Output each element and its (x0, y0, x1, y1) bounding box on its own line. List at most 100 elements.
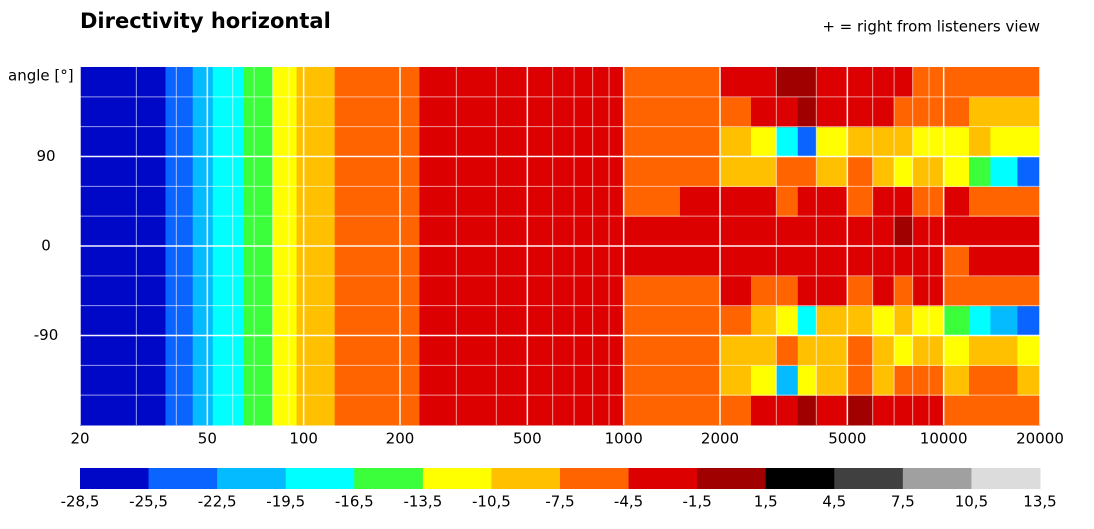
heatmap-cell (419, 305, 554, 336)
heatmap-cell (680, 246, 721, 277)
heatmap-cell (1017, 335, 1041, 366)
heatmap-cell (1017, 156, 1041, 187)
colorbar-label: 13,5 (1023, 493, 1056, 511)
heatmap-cell (419, 275, 554, 307)
heatmap-cell (797, 305, 817, 336)
heatmap-cell (912, 216, 945, 247)
heatmap-cell (623, 96, 681, 128)
colorbar-swatch (217, 468, 287, 489)
heatmap-cell (212, 126, 245, 157)
heatmap-cell (272, 156, 298, 187)
heatmap-cell (623, 246, 681, 277)
y-tick-label: -90 (34, 326, 59, 344)
heatmap-cell (969, 275, 991, 307)
heatmap-cell (912, 305, 945, 336)
heatmap-cell (751, 67, 777, 98)
heatmap-cell (243, 126, 274, 157)
heatmap-cell (80, 246, 166, 277)
colorbar-label: 1,5 (754, 493, 778, 511)
heatmap-cell (243, 305, 274, 336)
heatmap-cell (680, 305, 721, 336)
heatmap-cell (912, 156, 945, 187)
colorbar-label: -10,5 (472, 493, 511, 511)
heatmap-cell (894, 156, 914, 187)
heatmap-cell (623, 216, 681, 247)
heatmap-cell (1017, 216, 1041, 247)
colorbar-swatch (148, 468, 218, 489)
heatmap-cell (776, 275, 799, 307)
colorbar-label: -16,5 (335, 493, 374, 511)
heatmap-cell (990, 156, 1018, 187)
heatmap-cell (797, 246, 817, 277)
heatmap-cell (192, 96, 214, 128)
heatmap-cell (969, 305, 991, 336)
colorbar-swatch (80, 468, 150, 489)
heatmap-cell (894, 96, 914, 128)
colorbar-label: -25,5 (129, 493, 168, 511)
colorbar-label: -22,5 (198, 493, 237, 511)
y-tick-label: 0 (41, 237, 51, 255)
heatmap-cell (80, 275, 166, 307)
heatmap-cell (990, 335, 1018, 366)
heatmap-cell (797, 96, 817, 128)
heatmap-cell (165, 156, 194, 187)
heatmap-cell (720, 67, 752, 98)
heatmap-cell (943, 395, 970, 426)
heatmap-cell (776, 156, 799, 187)
heatmap-cell (165, 67, 194, 98)
heatmap-cell (623, 275, 681, 307)
heatmap-cell (272, 216, 298, 247)
heatmap-cell (943, 156, 970, 187)
heatmap-cell (1017, 275, 1041, 307)
heatmap-cell (272, 246, 298, 277)
heatmap-cell (272, 335, 298, 366)
heatmap-cell (943, 67, 970, 98)
heatmap-cell (969, 216, 991, 247)
heatmap-cell (623, 395, 681, 426)
heatmap-cell (165, 186, 194, 217)
heatmap-cell (1017, 67, 1041, 98)
heatmap-cell (797, 335, 817, 366)
heatmap-cell (847, 67, 874, 98)
heatmap-cell (912, 126, 945, 157)
grid (79, 67, 1041, 425)
heatmap-cell (751, 156, 777, 187)
heatmap-cell (943, 335, 970, 366)
colorbar-swatch (834, 468, 904, 489)
x-tick-label: 100 (289, 430, 318, 448)
y-tick-label: 90 (36, 147, 55, 165)
colorbar-label: -4,5 (614, 493, 643, 511)
heatmap-cell (680, 186, 721, 217)
heatmap-cell (680, 156, 721, 187)
heatmap-cell (165, 395, 194, 426)
x-tick-label: 5000 (828, 430, 866, 448)
heatmap-cell (419, 395, 554, 426)
heatmap-cell (165, 216, 194, 247)
heatmap-cell (552, 156, 625, 187)
heatmap-cell (296, 67, 336, 98)
heatmap-cell (296, 246, 336, 277)
colorbar-swatch (422, 468, 492, 489)
heatmap-cell (797, 365, 817, 396)
heatmap-cell (552, 275, 625, 307)
heatmap-cell (272, 365, 298, 396)
heatmap-cell (847, 156, 874, 187)
heatmap-cell (847, 186, 874, 217)
heatmap-cell (969, 395, 991, 426)
heatmap-cell (912, 67, 945, 98)
heatmap-cell (797, 216, 817, 247)
heatmap-cell (943, 96, 970, 128)
x-tick-label: 200 (386, 430, 415, 448)
heatmap-cell (552, 96, 625, 128)
colorbar-swatch (285, 468, 355, 489)
heatmap-cell (720, 335, 752, 366)
heatmap-cell (192, 335, 214, 366)
heatmap-cell (165, 335, 194, 366)
heatmap-cell (969, 365, 991, 396)
heatmap-cell (912, 246, 945, 277)
heatmap-cell (990, 395, 1018, 426)
heatmap-cell (296, 186, 336, 217)
y-axis-label: angle [°] (8, 67, 74, 85)
heatmap-cell (720, 216, 752, 247)
heatmap-cell (419, 335, 554, 366)
